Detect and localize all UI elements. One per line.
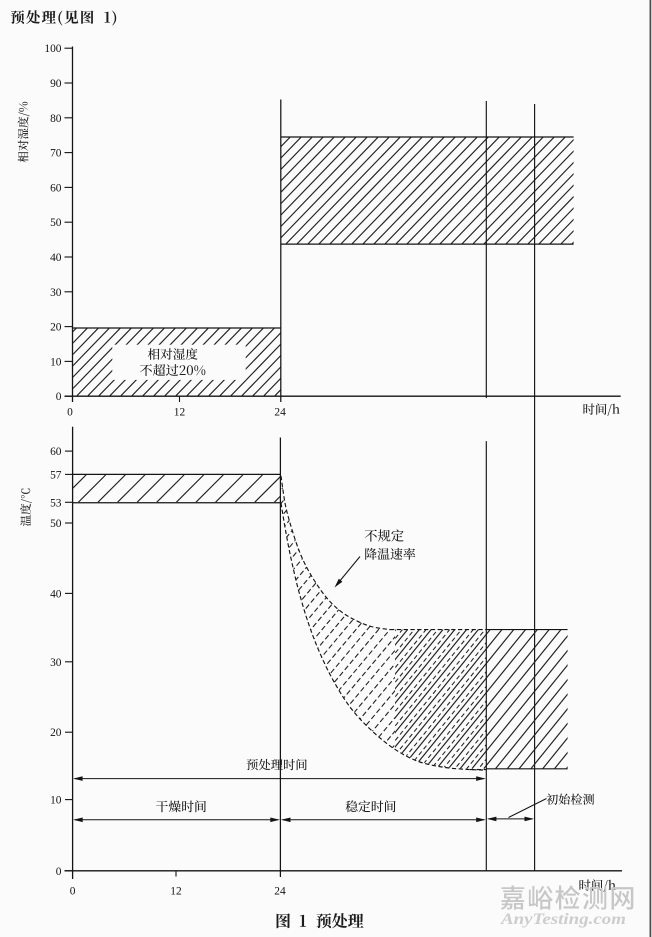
svg-text:30: 30 xyxy=(50,657,62,669)
svg-text:57: 57 xyxy=(50,469,62,481)
svg-text:40: 40 xyxy=(50,588,62,600)
svg-text:50: 50 xyxy=(50,518,62,530)
svg-text:24: 24 xyxy=(274,407,286,419)
svg-text:100: 100 xyxy=(44,43,61,55)
svg-text:24: 24 xyxy=(274,886,286,898)
svg-text:10: 10 xyxy=(50,795,62,807)
svg-text:20: 20 xyxy=(50,322,62,334)
svg-text:0: 0 xyxy=(70,886,76,898)
svg-text:0: 0 xyxy=(56,391,62,403)
svg-text:10: 10 xyxy=(50,356,62,368)
svg-text:60: 60 xyxy=(50,182,62,194)
svg-text:80: 80 xyxy=(50,113,62,125)
svg-text:AnyTesting.com: AnyTesting.com xyxy=(500,911,626,928)
svg-text:30: 30 xyxy=(50,287,62,299)
svg-text:53: 53 xyxy=(50,497,62,509)
svg-text:0: 0 xyxy=(56,866,62,878)
svg-text:12: 12 xyxy=(174,407,186,419)
svg-text:60: 60 xyxy=(50,446,62,458)
svg-text:70: 70 xyxy=(50,148,62,160)
svg-text:50: 50 xyxy=(50,217,62,229)
svg-text:40: 40 xyxy=(50,252,62,264)
svg-text:20: 20 xyxy=(50,727,62,739)
svg-text:0: 0 xyxy=(67,407,73,419)
svg-text:12: 12 xyxy=(170,886,182,898)
svg-text:90: 90 xyxy=(50,78,62,90)
